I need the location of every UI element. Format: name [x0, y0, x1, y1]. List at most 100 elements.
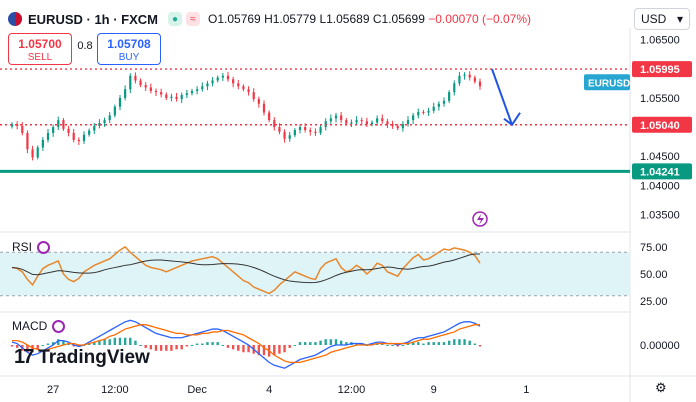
macd-histogram-bar	[201, 343, 204, 345]
macd-histogram-bar	[15, 345, 19, 348]
level-price-label: 1.04241	[640, 166, 680, 178]
time-axis: 27 12:00 Dec 4 12:00 9 1	[47, 384, 529, 396]
macd-histogram-bar	[118, 337, 122, 345]
candle-body	[283, 131, 286, 139]
candle-body	[437, 103, 440, 107]
chart-grid	[0, 28, 696, 402]
macd-histogram-bar	[298, 342, 302, 345]
macd-histogram-bar	[422, 343, 425, 345]
macd-histogram-bar	[345, 342, 348, 345]
candle-body	[288, 135, 291, 139]
candle-body	[293, 130, 296, 136]
symbol-header[interactable]: EURUSD · 1h · FXCM ● ≈ O1.05769 H1.05779…	[8, 8, 531, 30]
level-price-label: 1.05040	[640, 120, 680, 132]
candle-body	[365, 121, 368, 125]
macd-histogram-bar	[123, 337, 127, 345]
candle-body	[406, 120, 410, 125]
indicator-settings-icon[interactable]	[52, 319, 66, 333]
candle-body	[396, 125, 399, 129]
ohlc-high: H1.05779	[264, 12, 317, 26]
macd-histogram-bar	[273, 345, 276, 356]
macd-histogram-bar	[103, 339, 106, 345]
macd-histogram-bar	[406, 343, 410, 345]
candle-body	[154, 90, 158, 93]
ohlc-open: O1.05769	[208, 12, 261, 26]
indicator-wave-icon: ≈	[186, 12, 200, 26]
candle-body	[149, 87, 152, 91]
macd-histogram-bar	[149, 345, 153, 350]
macd-histogram-bar	[72, 345, 75, 347]
macd-histogram-bar	[51, 342, 55, 345]
rsi-ma-line	[11, 253, 480, 284]
macd-histogram-bar	[473, 343, 477, 345]
macd-histogram-bar	[206, 342, 209, 345]
spread-value: 0.8	[77, 40, 93, 52]
macd-histogram-bar	[247, 345, 250, 353]
macd-histogram-bar	[31, 345, 34, 353]
candle-body	[262, 103, 266, 113]
candle-body	[309, 130, 312, 132]
macd-pane	[10, 319, 482, 369]
indicator-settings-icon[interactable]	[37, 240, 51, 254]
macd-histogram-bar	[144, 345, 147, 348]
candle-body	[242, 86, 245, 90]
macd-histogram-bar	[401, 345, 405, 346]
candle-body	[314, 131, 317, 133]
macd-histogram-bar	[154, 345, 158, 351]
macd-histogram-bar	[237, 345, 240, 351]
currency-dropdown[interactable]: USD ▾	[634, 8, 690, 30]
macd-histogram-bar	[113, 337, 117, 345]
macd-histogram-bar	[211, 342, 214, 345]
candle-body	[298, 127, 302, 130]
candle-body	[257, 99, 260, 104]
macd-legend[interactable]: MACD	[12, 319, 66, 333]
candle-body	[175, 96, 178, 100]
symbol-title[interactable]: EURUSD · 1h · FXCM	[28, 11, 158, 27]
candle-body	[118, 97, 122, 107]
candle-body	[237, 83, 240, 87]
candle-body	[345, 120, 348, 124]
candle-body	[160, 92, 163, 95]
candle-body	[458, 75, 461, 84]
macd-histogram-bar	[216, 342, 219, 345]
rsi-legend[interactable]: RSI	[12, 240, 51, 254]
macd-histogram-bar	[386, 345, 389, 346]
time-tick-label: 1	[523, 384, 529, 396]
macd-histogram-bar	[67, 343, 70, 345]
macd-histogram-bar	[180, 345, 183, 350]
candle-body	[216, 77, 219, 81]
macd-histogram-bar	[185, 345, 189, 347]
candle-body	[103, 120, 106, 124]
rsi-tick-label: 75.00	[640, 242, 668, 254]
macd-histogram-bar	[41, 345, 45, 346]
candle-body	[417, 111, 420, 116]
rsi-label: RSI	[12, 240, 33, 254]
macd-histogram-bar	[458, 339, 461, 345]
buy-button[interactable]: 1.05708 BUY	[97, 33, 161, 65]
rsi-line	[11, 245, 481, 295]
rsi-band	[0, 252, 630, 296]
gear-icon[interactable]: ⚙	[655, 380, 667, 395]
rsi-pane	[0, 245, 630, 297]
macd-histogram-bar	[417, 342, 420, 345]
candle-body	[478, 81, 482, 87]
candle-body	[252, 92, 255, 100]
candle-body	[36, 147, 39, 158]
sell-button[interactable]: 1.05700 SELL	[8, 33, 72, 65]
candle-body	[139, 80, 142, 86]
candle-body	[72, 132, 75, 140]
price-axis: 1.06500 1.05500 1.04500 1.04000 1.03500 75.00…	[640, 35, 680, 352]
rsi-tick-label: 50.00	[640, 269, 668, 281]
macd-histogram-bar	[432, 342, 435, 345]
candle-body	[468, 74, 471, 78]
macd-histogram-bar	[46, 343, 50, 345]
macd-histogram-bar	[283, 345, 286, 353]
buy-label: BUY	[118, 52, 140, 63]
macd-histogram-bar	[391, 345, 394, 346]
macd-histogram-bar	[195, 343, 199, 345]
macd-histogram-bar	[87, 343, 91, 345]
macd-histogram-bar	[262, 345, 266, 356]
macd-histogram-bar	[77, 345, 81, 347]
candle-body	[268, 112, 271, 121]
